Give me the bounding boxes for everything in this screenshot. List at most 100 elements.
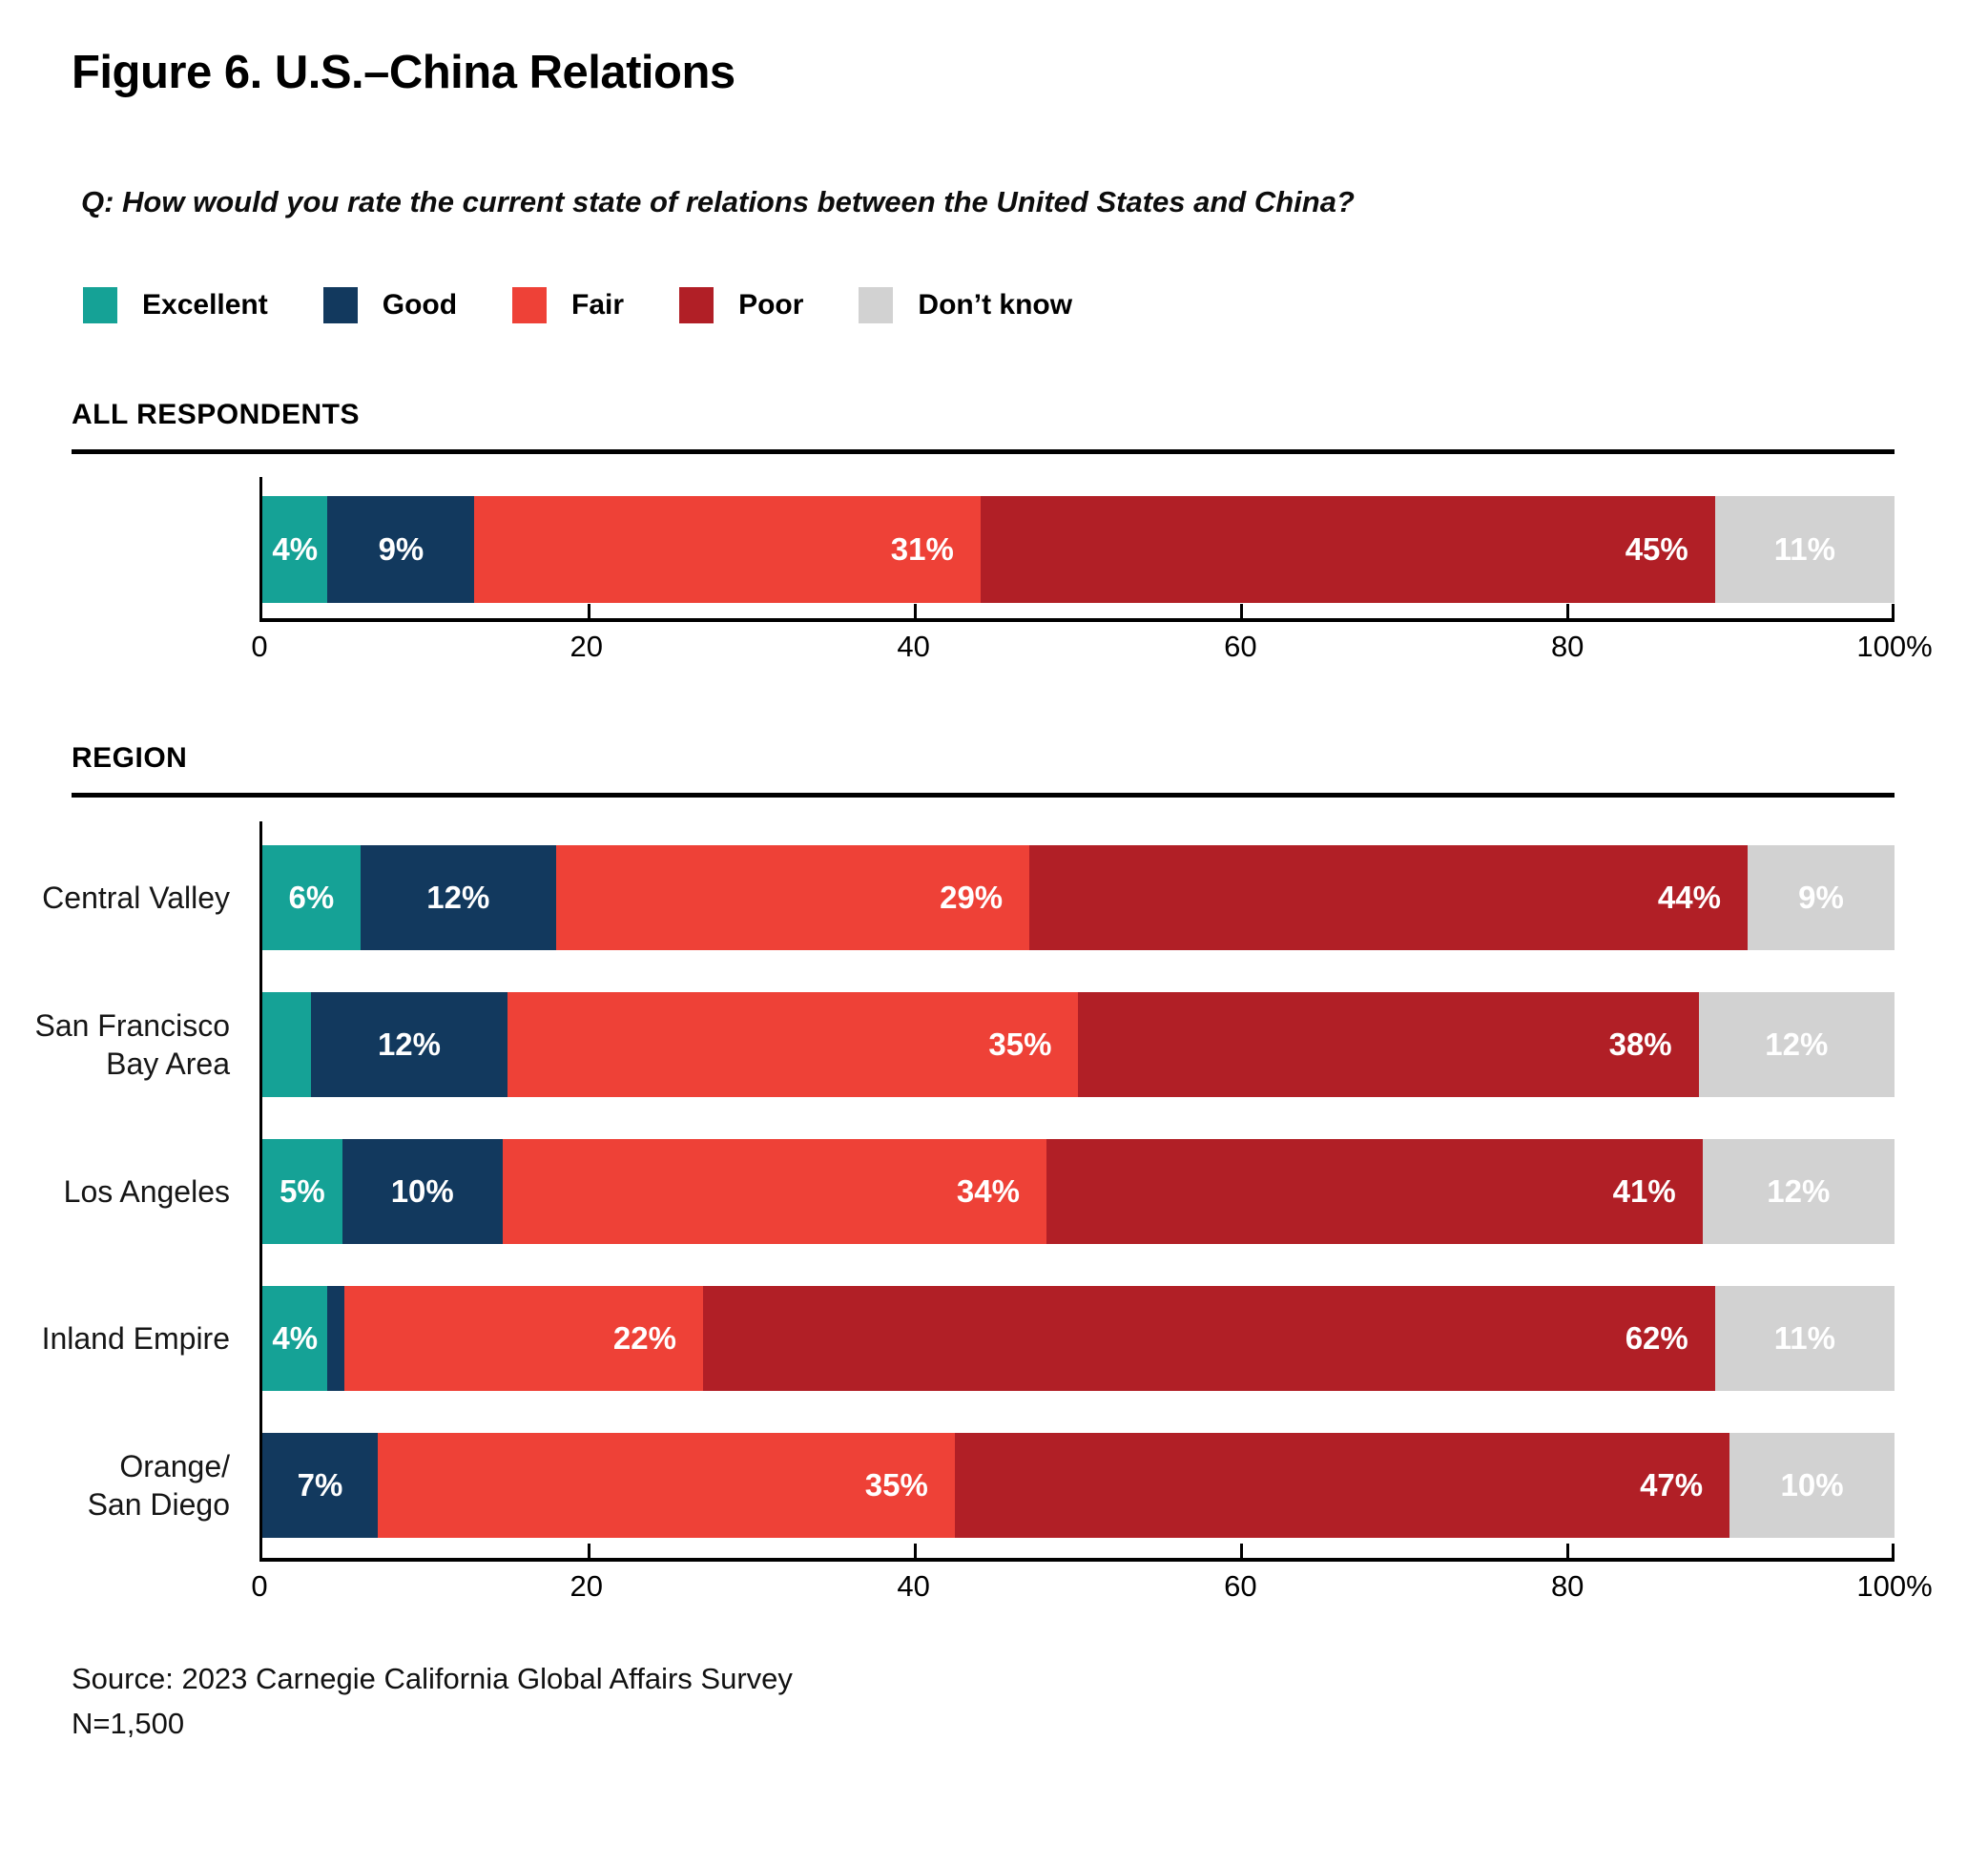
bar-value-label: 7% xyxy=(297,1467,343,1503)
bar-value-label: 10% xyxy=(390,1173,454,1209)
axis-tick xyxy=(587,604,590,618)
bar-row: Central Valley 6% 12% 29% 44% 9% xyxy=(42,845,1895,950)
bar-segment-fair: 34% xyxy=(502,1139,1046,1244)
section-heading-all: ALL RESPONDENTS xyxy=(72,399,360,430)
bar-segment-good xyxy=(327,1286,344,1391)
legend-label-fair: Fair xyxy=(571,289,625,321)
axis-tick-label: 20 xyxy=(569,630,604,663)
axis-tick-label: 80 xyxy=(1550,630,1584,663)
axis-tick xyxy=(1566,1544,1570,1558)
bar-value-label: 31% xyxy=(890,531,954,567)
bar-value-label: 4% xyxy=(272,1320,319,1356)
axis-tick xyxy=(913,604,917,618)
bar-segment-excellent: 6% xyxy=(262,845,361,950)
row-label: Orange/San Diego xyxy=(87,1449,230,1522)
bar-value-label: 4% xyxy=(272,531,319,567)
axis-tick xyxy=(1566,604,1570,618)
bar-segment-dont-know: 11% xyxy=(1714,1286,1895,1391)
bar-row: Orange/San Diego 7% 35% 47% 10% xyxy=(88,1433,1895,1538)
bar-segment-good: 7% xyxy=(262,1433,378,1538)
bar-value-label: 6% xyxy=(288,880,335,915)
bar-segment-good: 12% xyxy=(311,992,507,1097)
survey-question: Q: How would you rate the current state … xyxy=(81,185,1355,218)
legend-label-dont-know: Don’t know xyxy=(918,289,1073,321)
bar-segment-dont-know: 12% xyxy=(1702,1139,1895,1244)
bar-value-label: 12% xyxy=(426,880,490,915)
axis-tick-label: 20 xyxy=(569,1569,604,1603)
section-all-respondents: ALL RESPONDENTS 4% 9% 31% 45% 11% 0 20 40 60 80 1… xyxy=(72,399,1933,668)
legend-item-excellent: Excellent xyxy=(83,287,268,323)
bar-segment-dont-know: 11% xyxy=(1714,496,1895,603)
bar-value-label: 12% xyxy=(1765,1026,1829,1062)
bar-segment-fair: 31% xyxy=(474,496,981,603)
axis-tick-label: 100% xyxy=(1856,630,1933,663)
bar-value-label: 38% xyxy=(1608,1026,1672,1062)
bar-row: 4% 9% 31% 45% 11% xyxy=(262,496,1895,603)
bar-segment-dont-know: 12% xyxy=(1698,992,1895,1097)
bar-value-label: 11% xyxy=(1773,531,1835,567)
bar-value-label: 10% xyxy=(1780,1467,1844,1503)
bar-value-label: 35% xyxy=(864,1467,928,1503)
bar-value-label: 9% xyxy=(1798,880,1844,915)
section-heading-region: REGION xyxy=(72,742,188,774)
axis-tick-label: 0 xyxy=(251,630,268,663)
legend-swatch-excellent xyxy=(83,287,117,323)
bar-segment-poor: 62% xyxy=(702,1286,1715,1391)
legend-swatch-dont-know xyxy=(859,287,894,323)
bar-segment-fair: 29% xyxy=(555,845,1030,950)
section-divider xyxy=(72,449,1895,454)
bar-value-label: 44% xyxy=(1657,880,1721,915)
bar-segment-poor: 47% xyxy=(954,1433,1730,1538)
bar-segment-fair: 35% xyxy=(507,992,1079,1097)
bar-segment-dont-know: 10% xyxy=(1729,1433,1895,1538)
legend-swatch-good xyxy=(322,287,358,323)
legend-item-fair: Fair xyxy=(512,287,624,323)
legend-swatch-fair xyxy=(512,287,548,323)
legend-swatch-poor xyxy=(679,287,714,323)
bar-value-label: 29% xyxy=(940,880,1004,915)
bar-segment-poor: 38% xyxy=(1078,992,1699,1097)
bar-value-label: 5% xyxy=(280,1173,325,1209)
legend-label-good: Good xyxy=(382,289,458,321)
bar-value-label: 41% xyxy=(1612,1173,1676,1209)
bar-segment-poor: 41% xyxy=(1046,1139,1703,1244)
bar-value-label: 12% xyxy=(377,1026,442,1062)
bar-segment-poor: 45% xyxy=(980,496,1715,603)
chart-region: Central Valley 6% 12% 29% 44% 9% San Francisco… xyxy=(34,821,1895,1562)
bar-value-label: 35% xyxy=(988,1026,1052,1062)
bar-row: San Francisco Bay Area 12% 35% 38% 12% xyxy=(34,992,1895,1097)
bar-segment-fair: 35% xyxy=(377,1433,955,1538)
bar-value-label: 45% xyxy=(1625,531,1688,567)
bar-value-label: 62% xyxy=(1625,1320,1688,1356)
bar-segment-poor: 44% xyxy=(1029,845,1748,950)
bar-segment-dont-know: 9% xyxy=(1747,845,1895,950)
bar-value-label: 9% xyxy=(378,531,425,567)
axis-tick xyxy=(1240,1544,1244,1558)
row-label: Central Valley xyxy=(42,881,230,915)
bar-segment-good: 9% xyxy=(327,496,475,603)
section-region: REGION Central Valley 6% 12% 29% 44% 9% San Fr… xyxy=(34,742,1932,1607)
row-label: Los Angeles xyxy=(63,1174,230,1209)
axis-tick-label: 60 xyxy=(1224,1569,1257,1603)
legend-label-poor: Poor xyxy=(738,289,804,321)
axis-tick xyxy=(913,1544,917,1558)
row-label: Inland Empire xyxy=(41,1321,230,1356)
legend-item-poor: Poor xyxy=(679,287,803,323)
bar-segment-excellent: 4% xyxy=(262,1286,328,1391)
bar-value-label: 11% xyxy=(1773,1320,1835,1356)
axis-tick-label: 40 xyxy=(897,1569,930,1603)
bar-row: Inland Empire 4% 22% 62% 11% xyxy=(42,1286,1895,1391)
axis-tick xyxy=(587,1544,590,1558)
axis-tick-label: 80 xyxy=(1550,1569,1584,1603)
bar-value-label: 34% xyxy=(956,1173,1020,1209)
legend: Excellent Good Fair Poor Don’t know xyxy=(83,287,1128,323)
axis-tick xyxy=(1892,604,1895,618)
section-divider xyxy=(72,793,1895,798)
row-label: San Francisco Bay Area xyxy=(34,1008,230,1081)
source-note: Source: 2023 Carnegie California Global … xyxy=(72,1662,793,1695)
axis-tick-label: 0 xyxy=(251,1569,268,1603)
legend-label-excellent: Excellent xyxy=(142,289,268,321)
bar-value-label: 22% xyxy=(612,1320,676,1356)
x-axis-labels-all: 0 20 40 60 80 100% xyxy=(251,630,1932,668)
bar-value-label: 12% xyxy=(1767,1173,1831,1209)
